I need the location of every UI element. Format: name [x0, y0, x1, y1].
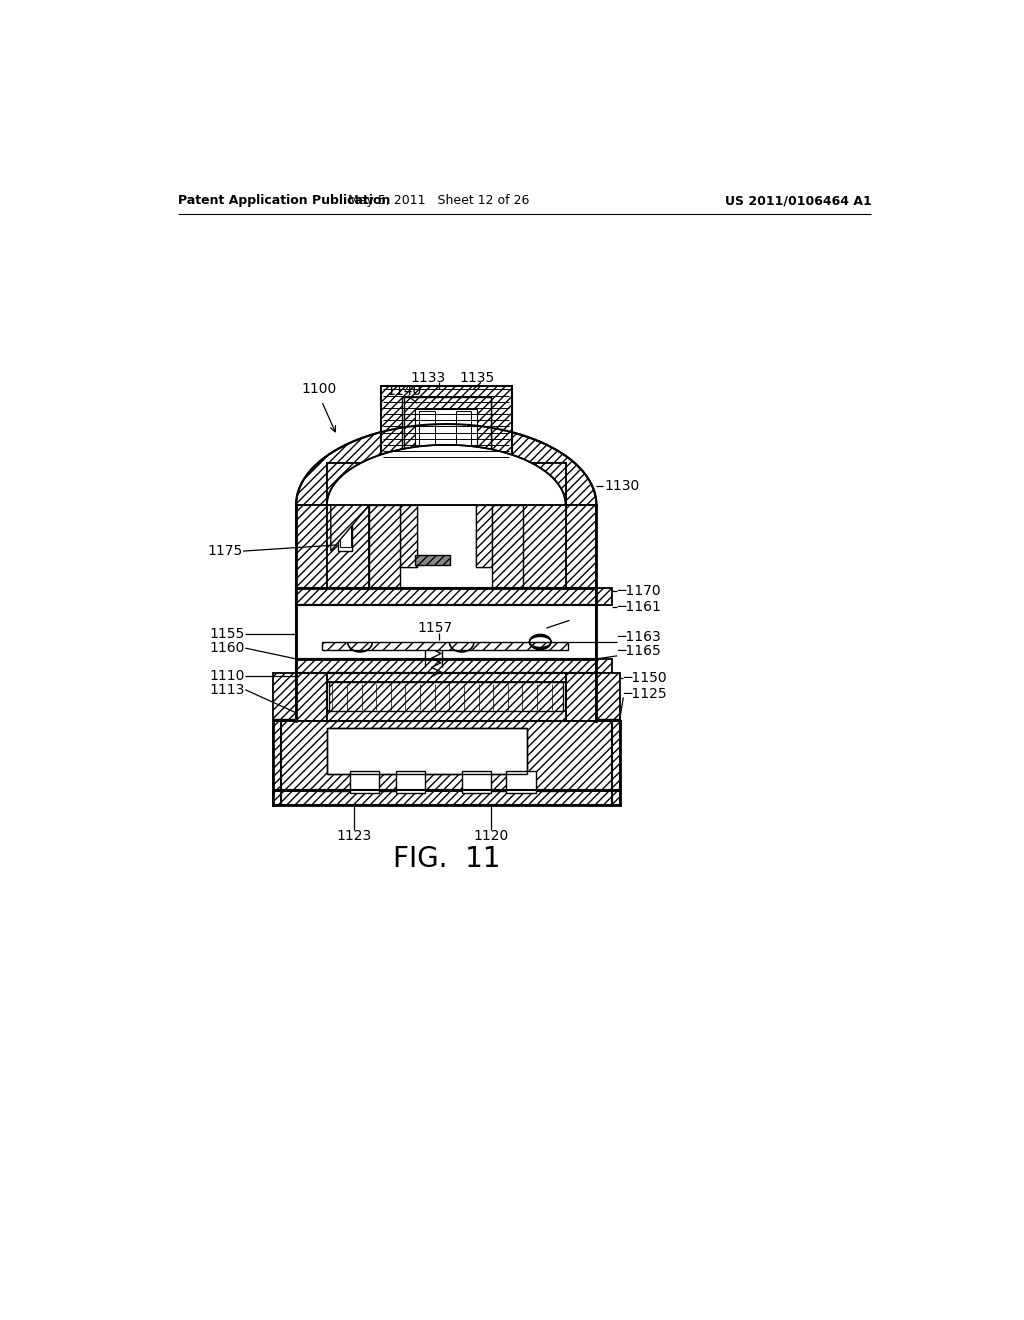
- Polygon shape: [416, 554, 451, 565]
- Text: ─1170: ─1170: [617, 585, 660, 598]
- Polygon shape: [493, 506, 523, 590]
- Bar: [596, 719, 620, 734]
- Bar: [401, 397, 490, 455]
- Polygon shape: [330, 682, 563, 711]
- Bar: [396, 771, 425, 793]
- Text: 1123: 1123: [336, 829, 372, 843]
- Polygon shape: [596, 589, 611, 605]
- Polygon shape: [523, 462, 565, 506]
- Polygon shape: [327, 711, 565, 721]
- Polygon shape: [273, 673, 296, 721]
- Bar: [436, 405, 457, 459]
- Polygon shape: [281, 781, 611, 789]
- Polygon shape: [322, 642, 568, 649]
- Bar: [475, 506, 493, 566]
- Polygon shape: [331, 506, 370, 552]
- Text: 1140: 1140: [386, 384, 422, 397]
- Polygon shape: [273, 789, 620, 805]
- Polygon shape: [327, 506, 370, 590]
- Polygon shape: [565, 721, 611, 789]
- Text: 1130: 1130: [604, 479, 639, 492]
- Polygon shape: [281, 721, 327, 789]
- Polygon shape: [296, 673, 327, 721]
- Text: 1120: 1120: [473, 829, 509, 843]
- Bar: [419, 411, 435, 453]
- Polygon shape: [403, 397, 490, 455]
- Polygon shape: [296, 659, 596, 673]
- Polygon shape: [327, 445, 565, 506]
- Polygon shape: [370, 506, 400, 590]
- Bar: [327, 729, 527, 775]
- Text: ─1163: ─1163: [617, 631, 660, 644]
- Bar: [456, 411, 471, 453]
- Polygon shape: [327, 673, 565, 682]
- Bar: [481, 775, 515, 791]
- Bar: [273, 719, 296, 734]
- Bar: [465, 412, 478, 455]
- Text: 1135: 1135: [460, 371, 495, 385]
- Bar: [462, 771, 490, 793]
- Bar: [350, 771, 379, 793]
- Text: 1100: 1100: [301, 383, 337, 396]
- Bar: [296, 605, 596, 659]
- Polygon shape: [523, 506, 565, 590]
- Text: 1157: 1157: [417, 622, 453, 635]
- Polygon shape: [565, 673, 596, 721]
- Polygon shape: [596, 673, 620, 721]
- Bar: [377, 775, 412, 791]
- Text: 1155: 1155: [209, 627, 245, 642]
- Polygon shape: [400, 506, 417, 566]
- Text: 1133: 1133: [411, 371, 446, 385]
- Text: ─1165: ─1165: [617, 644, 660, 659]
- Polygon shape: [281, 789, 611, 805]
- Bar: [339, 512, 352, 552]
- Bar: [319, 775, 350, 791]
- Text: May 5, 2011   Sheet 12 of 26: May 5, 2011 Sheet 12 of 26: [348, 194, 529, 207]
- Text: Patent Application Publication: Patent Application Publication: [178, 194, 391, 207]
- Text: ─1125: ─1125: [624, 686, 667, 701]
- Bar: [414, 412, 428, 455]
- Polygon shape: [565, 506, 596, 721]
- Text: US 2011/0106464 A1: US 2011/0106464 A1: [725, 194, 871, 207]
- Polygon shape: [296, 506, 327, 721]
- Polygon shape: [296, 589, 596, 605]
- Polygon shape: [475, 506, 493, 566]
- Text: 1110: 1110: [209, 669, 245, 682]
- Text: 1113: 1113: [209, 682, 245, 697]
- Text: FIG.  11: FIG. 11: [392, 845, 500, 873]
- Text: ─1150: ─1150: [624, 671, 667, 685]
- Polygon shape: [596, 659, 611, 673]
- Bar: [370, 506, 523, 590]
- Bar: [416, 409, 477, 455]
- Polygon shape: [296, 424, 596, 507]
- Polygon shape: [273, 721, 620, 792]
- Bar: [340, 520, 351, 548]
- Text: 1160: 1160: [209, 642, 245, 655]
- Polygon shape: [327, 462, 565, 506]
- Polygon shape: [327, 462, 370, 506]
- Polygon shape: [381, 385, 512, 462]
- Bar: [506, 771, 536, 793]
- Text: 1175: 1175: [207, 544, 243, 558]
- Text: ─1161: ─1161: [617, 601, 662, 614]
- Bar: [539, 775, 569, 791]
- Bar: [400, 506, 417, 566]
